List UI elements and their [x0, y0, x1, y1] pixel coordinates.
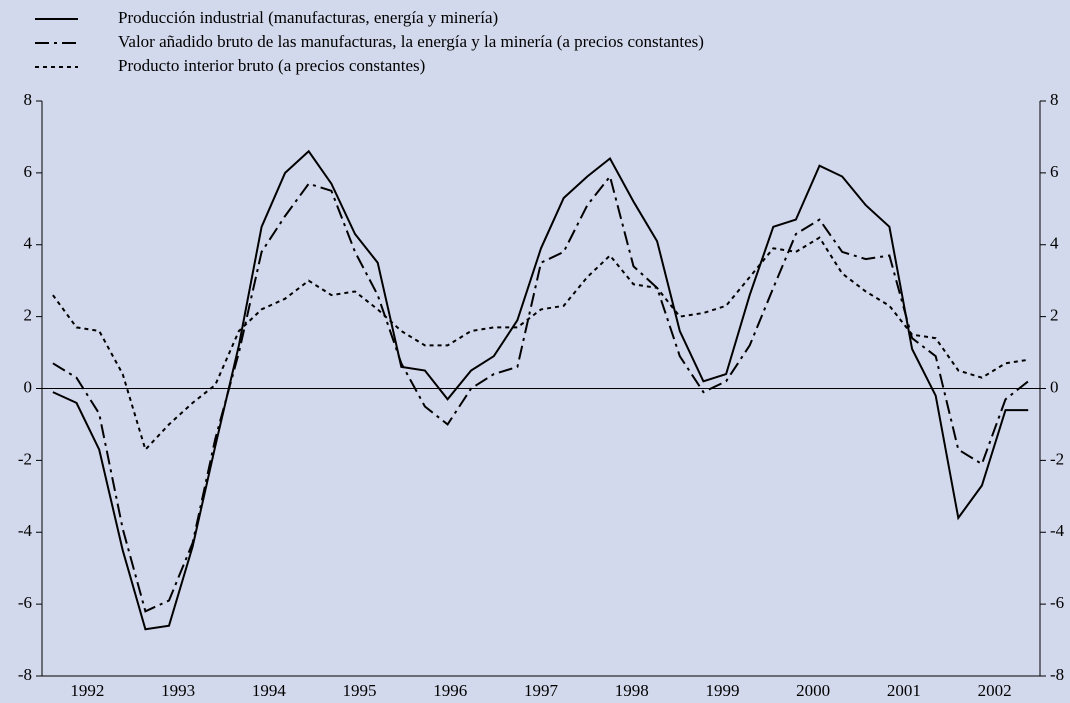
y-tick-label: -6	[18, 593, 32, 612]
y-tick-label: 4	[24, 234, 33, 253]
x-tick-label: 1997	[524, 681, 559, 700]
x-tick-label: 2001	[887, 681, 921, 700]
x-tick-label: 1992	[70, 681, 104, 700]
series-line	[52, 149, 1029, 631]
y2-tick-label: -8	[1050, 665, 1064, 684]
y2-tick-label: 4	[1050, 234, 1059, 253]
x-tick-label: 1996	[433, 681, 467, 700]
x-tick-label: 2002	[978, 681, 1012, 700]
x-tick-label: 1993	[161, 681, 195, 700]
series-line	[52, 236, 1029, 452]
y-tick-label: -8	[18, 665, 32, 684]
y2-tick-label: 2	[1050, 306, 1059, 325]
series-line	[52, 174, 1029, 613]
y2-tick-label: -4	[1050, 521, 1065, 540]
y2-tick-label: -2	[1050, 449, 1064, 468]
y2-tick-label: 8	[1050, 90, 1059, 109]
y-tick-label: 8	[24, 90, 33, 109]
y-tick-label: 2	[24, 306, 33, 325]
x-tick-label: 2000	[796, 681, 830, 700]
x-tick-label: 1995	[343, 681, 377, 700]
y2-tick-label: -6	[1050, 593, 1064, 612]
y-tick-label: -4	[18, 521, 33, 540]
y-tick-label: -2	[18, 449, 32, 468]
legend-label: Producto interior bruto (a precios const…	[118, 56, 425, 75]
legend-label: Producción industrial (manufacturas, ene…	[118, 8, 498, 27]
y-tick-label: 0	[24, 377, 33, 396]
y-tick-label: 6	[24, 162, 33, 181]
x-tick-label: 1998	[615, 681, 649, 700]
x-tick-label: 1994	[252, 681, 287, 700]
y2-tick-label: 0	[1050, 377, 1059, 396]
x-tick-label: 1999	[705, 681, 739, 700]
legend-label: Valor añadido bruto de las manufacturas,…	[118, 32, 704, 51]
y2-tick-label: 6	[1050, 162, 1059, 181]
